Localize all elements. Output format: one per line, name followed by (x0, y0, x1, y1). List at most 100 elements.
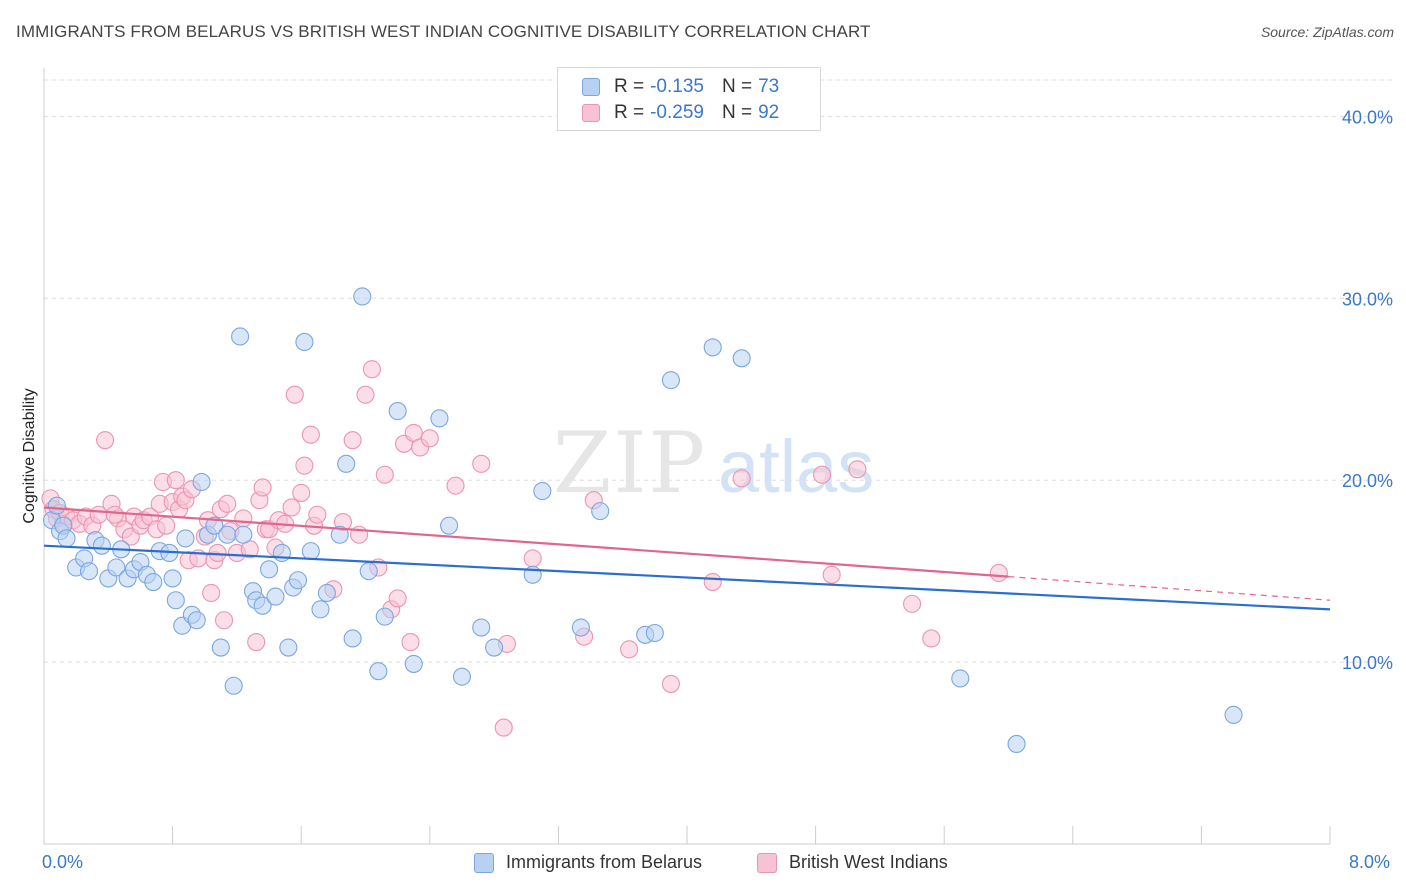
data-point (356, 385, 375, 404)
watermark: ZIP atlas (553, 414, 874, 512)
data-point (157, 516, 176, 535)
data-point (375, 465, 394, 484)
trend-line-extension (1008, 576, 1331, 601)
data-point (732, 349, 751, 368)
legend-swatch-blue (474, 852, 494, 873)
data-point (311, 600, 330, 619)
data-point (523, 549, 542, 568)
data-point (79, 562, 99, 581)
legend-item-belarus: Immigrants from Belarus (474, 852, 702, 873)
data-point (308, 505, 327, 524)
y-tick-label: 10.0% (1342, 653, 1393, 673)
data-point (295, 456, 314, 475)
data-point (620, 640, 639, 659)
data-point (571, 618, 590, 637)
data-point (166, 591, 185, 610)
legend-n-value: 92 (758, 102, 780, 123)
data-point (295, 332, 314, 351)
chart-title: IMMIGRANTS FROM BELARUS VS BRITISH WEST … (16, 22, 871, 41)
data-point (420, 429, 439, 448)
data-point (107, 558, 126, 577)
legend-row-belarus: R = -0.135 N = 73 (582, 75, 779, 99)
legend-row-bwi: R = -0.259 N = 92 (582, 101, 779, 125)
data-point (224, 676, 243, 695)
data-point (192, 472, 211, 492)
data-point (279, 638, 298, 657)
data-point (343, 629, 362, 648)
legend-r-value: -0.259 (650, 102, 704, 123)
legend-r-label: R = (614, 76, 645, 97)
legend-item-bwi: British West Indians (757, 852, 948, 873)
legend-swatch-pink (757, 852, 777, 873)
data-point (218, 525, 237, 544)
legend-n-label: N = (721, 76, 753, 97)
data-point (359, 562, 378, 581)
data-point (822, 565, 841, 584)
data-point (176, 529, 195, 548)
data-point (472, 454, 491, 473)
data-point (144, 573, 163, 592)
data-point (703, 338, 722, 357)
legend-label-belarus: Immigrants from Belarus (506, 852, 703, 872)
trend-line (43, 506, 1009, 578)
data-point (343, 431, 362, 450)
data-point (211, 638, 230, 657)
data-point (922, 629, 941, 648)
data-point (337, 454, 356, 473)
data-point (47, 496, 66, 515)
data-point (388, 589, 407, 608)
y-axis-label: Cognitive Disability (21, 388, 38, 523)
data-point (661, 674, 680, 693)
data-point (205, 516, 224, 535)
data-point (301, 425, 320, 444)
data-point (105, 505, 124, 524)
data-point (234, 525, 253, 544)
data-point (661, 371, 680, 390)
legend-label-bwi: British West Indians (789, 852, 948, 872)
data-point (362, 360, 381, 379)
data-point (848, 460, 867, 479)
data-point (732, 469, 751, 488)
data-point (288, 571, 308, 590)
data-point (1224, 705, 1243, 724)
series-legend: Immigrants from Belarus British West Ind… (0, 852, 1406, 878)
data-point (591, 502, 610, 521)
data-point (247, 633, 266, 652)
data-point (430, 409, 449, 428)
data-point (494, 718, 513, 737)
data-point (214, 611, 234, 630)
watermark-atlas: atlas (718, 425, 874, 508)
data-point (404, 654, 423, 673)
watermark-zip: ZIP (553, 414, 707, 512)
y-tick-label: 30.0% (1342, 289, 1393, 309)
legend-swatch-blue (582, 78, 600, 96)
data-point (259, 560, 279, 579)
legend-n-value: 73 (758, 76, 780, 97)
stats-legend: R = -0.135 N = 73 R = -0.259 N = 92 (557, 67, 821, 131)
x-tick-label-max: 8.0% (1349, 852, 1391, 872)
data-point (166, 471, 185, 490)
data-point (266, 587, 285, 606)
y-tick-labels: 10.0% 20.0% 30.0% 40.0% (1342, 107, 1393, 673)
data-point (1007, 734, 1026, 754)
trend-line (43, 544, 1331, 611)
data-point (440, 516, 459, 535)
data-point (485, 638, 504, 657)
data-point (231, 327, 250, 346)
data-point (96, 431, 115, 450)
legend-n-label: N = (721, 102, 753, 123)
data-point (272, 543, 291, 563)
data-point (472, 618, 491, 637)
data-point (902, 594, 922, 613)
legend-swatch-pink (582, 104, 600, 122)
data-point (375, 607, 394, 626)
data-point (353, 287, 372, 306)
data-point (92, 536, 111, 555)
data-point (292, 483, 311, 502)
data-point (703, 573, 722, 592)
trend-lines (43, 506, 1331, 611)
data-point (401, 633, 420, 652)
data-point (388, 402, 407, 421)
axes (43, 68, 1331, 845)
